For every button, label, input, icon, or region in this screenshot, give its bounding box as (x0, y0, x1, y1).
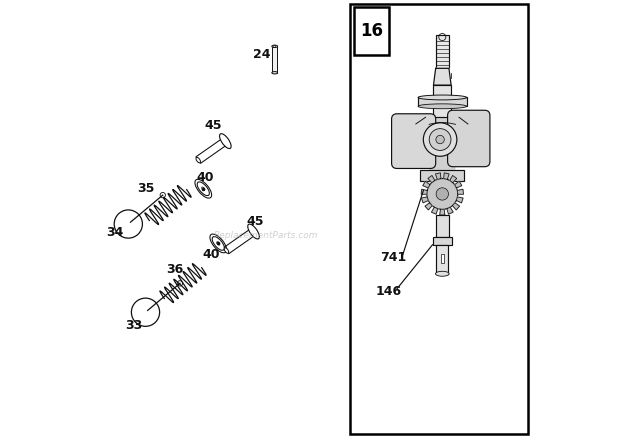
Polygon shape (458, 189, 464, 194)
Ellipse shape (219, 134, 231, 149)
Ellipse shape (272, 71, 278, 74)
Circle shape (427, 179, 458, 209)
Ellipse shape (248, 224, 259, 239)
Polygon shape (447, 207, 453, 214)
Circle shape (423, 123, 457, 156)
Polygon shape (224, 228, 256, 254)
FancyBboxPatch shape (448, 110, 490, 167)
Ellipse shape (196, 157, 200, 163)
Text: 24: 24 (253, 48, 270, 61)
Polygon shape (422, 197, 428, 203)
Circle shape (436, 135, 445, 144)
Text: 33: 33 (126, 319, 143, 332)
Polygon shape (453, 203, 459, 210)
Polygon shape (425, 203, 432, 210)
Polygon shape (456, 197, 463, 203)
Polygon shape (421, 189, 427, 194)
Polygon shape (454, 181, 462, 188)
Text: 40: 40 (203, 248, 220, 262)
Bar (418, 97, 467, 106)
Polygon shape (432, 207, 438, 214)
Polygon shape (428, 176, 435, 183)
Polygon shape (425, 117, 459, 170)
Polygon shape (423, 181, 430, 188)
Bar (420, 170, 464, 181)
Text: 40: 40 (196, 171, 214, 184)
Polygon shape (440, 209, 445, 215)
Text: 146: 146 (375, 284, 401, 298)
Ellipse shape (435, 271, 449, 276)
Ellipse shape (224, 248, 229, 253)
Bar (436, 245, 448, 274)
Polygon shape (450, 176, 457, 183)
Text: 45: 45 (204, 119, 222, 132)
Bar (354, 7, 389, 55)
Text: 16: 16 (360, 22, 383, 40)
Text: 741: 741 (381, 251, 407, 265)
Text: 36: 36 (167, 262, 184, 276)
Bar (433, 106, 451, 117)
Polygon shape (196, 138, 228, 163)
Text: ReplacementParts.com: ReplacementParts.com (214, 232, 318, 240)
Bar (436, 35, 449, 68)
Circle shape (436, 188, 448, 200)
Ellipse shape (418, 104, 467, 108)
Polygon shape (433, 68, 451, 85)
Ellipse shape (272, 45, 278, 48)
Ellipse shape (418, 95, 467, 100)
Text: 34: 34 (106, 226, 123, 239)
Bar (433, 237, 451, 245)
Bar (350, 4, 528, 434)
Polygon shape (435, 173, 441, 179)
Bar (441, 254, 444, 263)
FancyBboxPatch shape (392, 114, 436, 168)
Text: 35: 35 (137, 182, 154, 195)
Bar (436, 215, 449, 237)
Bar (272, 46, 277, 73)
Circle shape (429, 129, 451, 150)
Bar (433, 85, 451, 97)
Polygon shape (444, 173, 449, 179)
Text: 45: 45 (247, 215, 264, 228)
